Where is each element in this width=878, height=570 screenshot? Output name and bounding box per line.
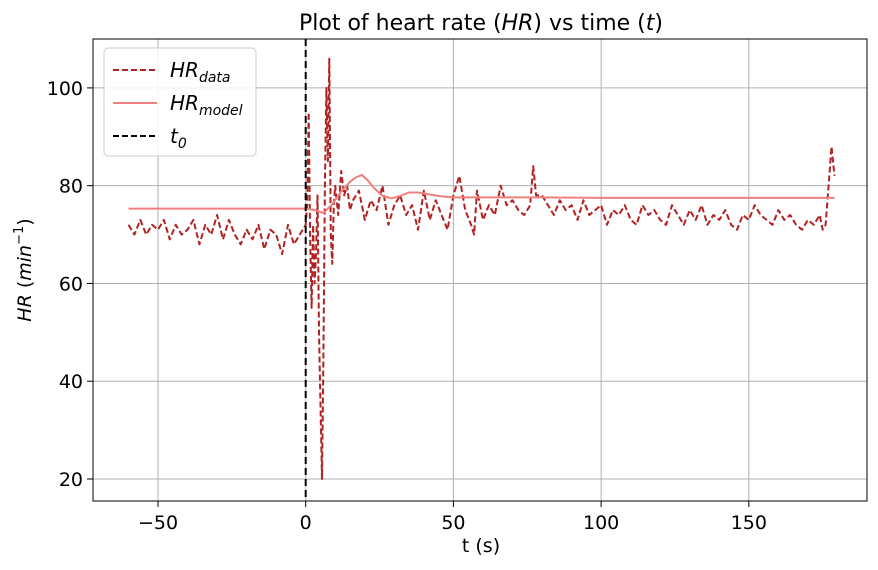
x-tick-label: 0: [300, 512, 312, 534]
x-axis-label: t (s): [462, 535, 500, 557]
tick-layer: −50 0 50 100 150 20 40 60 80 100: [47, 78, 767, 534]
legend-entry: HRmodel: [170, 91, 243, 119]
legend-entry: HRdata: [170, 58, 230, 86]
series-line-hr-data: [127, 57, 836, 480]
legend-box: [103, 47, 257, 157]
y-tick-label: 60: [59, 273, 83, 295]
y-axis-label: HR (min−1): [12, 218, 36, 321]
y-tick-label: 80: [59, 176, 83, 198]
chart-title: Plot of heart rate (HR) vs time (t): [299, 11, 663, 36]
plot-frame: [92, 38, 868, 502]
x-tick-label: 100: [583, 512, 619, 534]
series-layer: [127, 57, 836, 480]
y-tick-label: 40: [59, 371, 83, 393]
x-tick-label: 50: [441, 512, 465, 534]
x-tick-label: 150: [731, 512, 767, 534]
x-tick-label: −50: [138, 512, 178, 534]
legend-entry: t0: [170, 124, 187, 152]
y-tick-label: 20: [59, 469, 83, 491]
series-line-hr-model: [128, 173, 835, 214]
y-tick-label: 100: [47, 78, 83, 100]
legend: HRdata HRmodel t0: [103, 47, 257, 157]
